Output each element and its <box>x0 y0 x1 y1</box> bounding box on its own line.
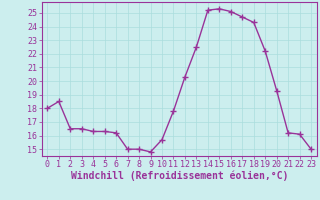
X-axis label: Windchill (Refroidissement éolien,°C): Windchill (Refroidissement éolien,°C) <box>70 171 288 181</box>
